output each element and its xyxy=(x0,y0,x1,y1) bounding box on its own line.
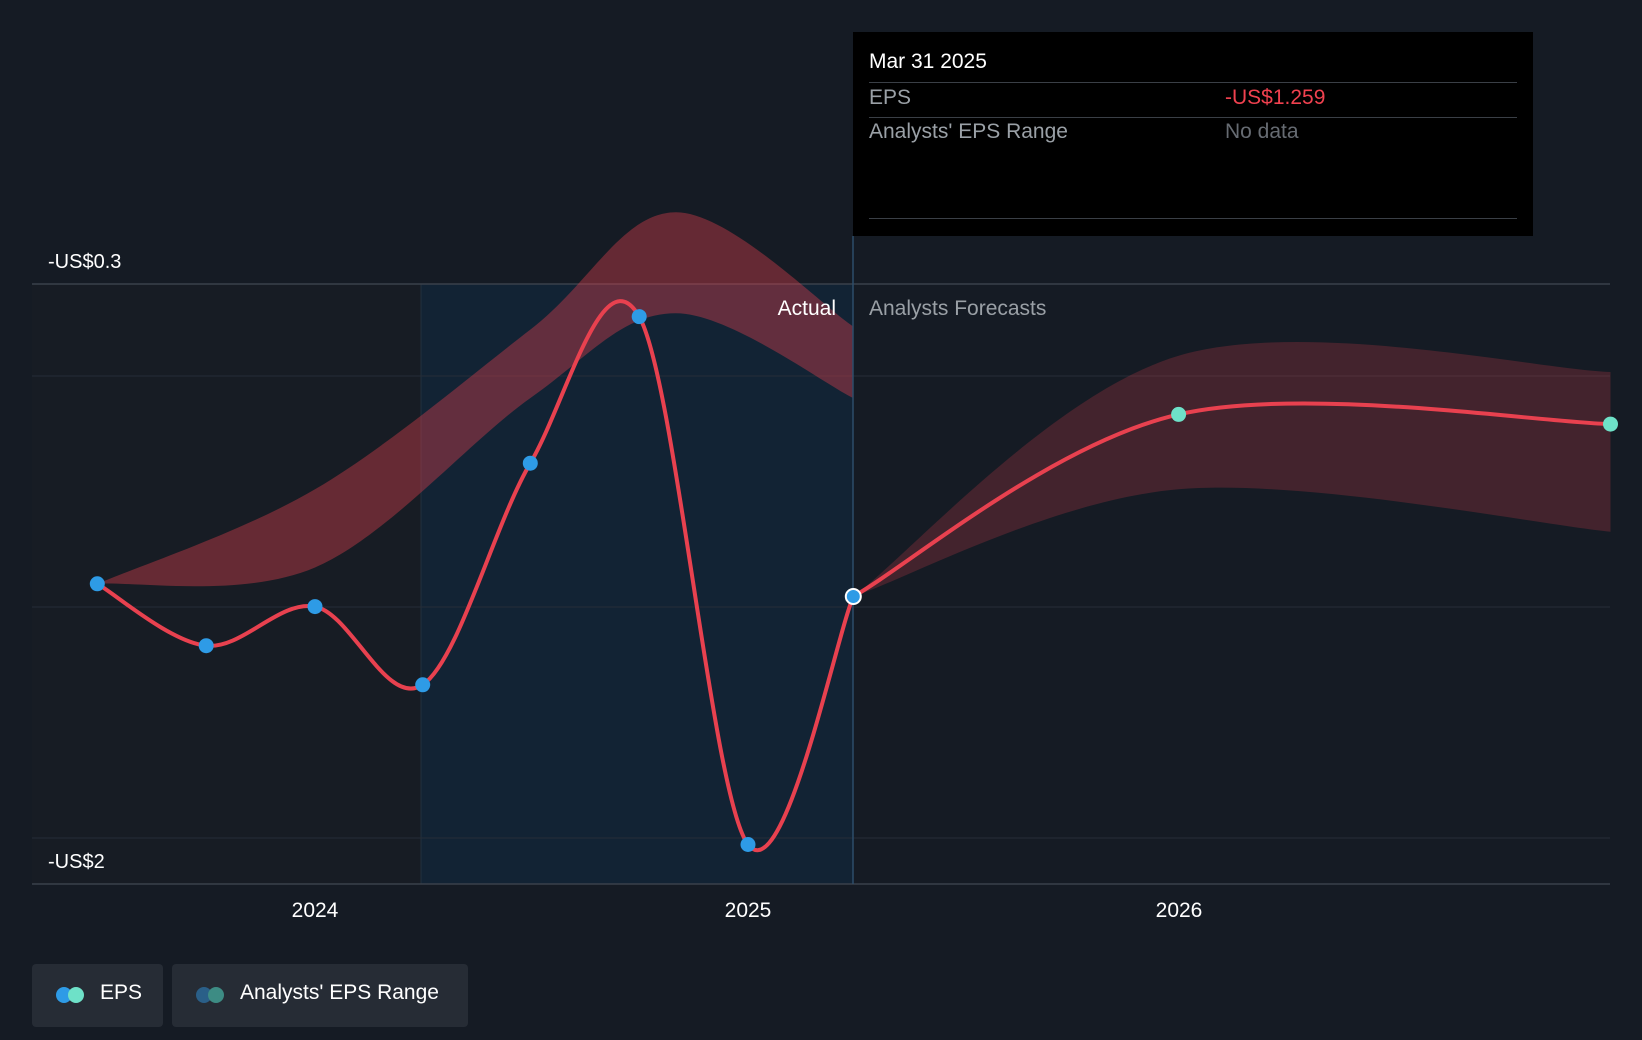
tooltip-eps-value: -US$1.259 xyxy=(1225,86,1326,109)
tooltip: Mar 31 2025 EPS -US$1.259 Analysts' EPS … xyxy=(853,32,1533,236)
x-tick-label-2024: 2024 xyxy=(292,899,339,922)
eps-point[interactable] xyxy=(415,677,431,693)
eps-point[interactable] xyxy=(307,599,323,615)
highlight-region xyxy=(421,284,853,884)
tooltip-eps-label: EPS xyxy=(869,86,912,109)
tooltip-divider xyxy=(869,117,1517,118)
tooltip-date: Mar 31 2025 xyxy=(869,50,987,73)
eps-point[interactable] xyxy=(198,638,214,654)
eps-point[interactable] xyxy=(522,455,538,471)
legend-label-eps: EPS xyxy=(100,981,143,1004)
eps-range-bands xyxy=(97,212,1611,597)
x-tick-label-2026: 2026 xyxy=(1156,899,1203,922)
tooltip-divider xyxy=(869,82,1517,83)
eps-forecast-legend-icon xyxy=(68,987,84,1003)
y-tick-label-bottom: -US$2 xyxy=(48,851,105,873)
legend-label-eps-range: Analysts' EPS Range xyxy=(240,981,439,1004)
eps-range-band-actual xyxy=(97,212,854,587)
forecast-section-label: Analysts Forecasts xyxy=(869,297,1046,320)
eps-point[interactable] xyxy=(631,309,647,325)
actual-section-label: Actual xyxy=(778,297,836,320)
eps-forecast-point[interactable] xyxy=(1171,406,1187,422)
eps-point[interactable] xyxy=(89,576,105,592)
eps-range-band-forecast xyxy=(853,342,1611,597)
tooltip-range-value: No data xyxy=(1225,120,1299,143)
legend-item-eps-range[interactable]: Analysts' EPS Range xyxy=(172,964,468,1027)
eps-point[interactable] xyxy=(740,837,756,852)
x-tick-label-2025: 2025 xyxy=(725,899,772,922)
eps-range-forecast-legend-icon xyxy=(208,987,224,1003)
tooltip-range-label: Analysts' EPS Range xyxy=(869,120,1068,143)
eps-point[interactable] xyxy=(844,588,862,605)
eps-points xyxy=(89,309,1618,852)
tooltip-divider xyxy=(869,218,1517,219)
eps-forecast-point[interactable] xyxy=(1603,416,1618,432)
y-tick-label-top: -US$0.3 xyxy=(48,251,121,273)
legend-item-eps[interactable]: EPS xyxy=(32,964,163,1027)
